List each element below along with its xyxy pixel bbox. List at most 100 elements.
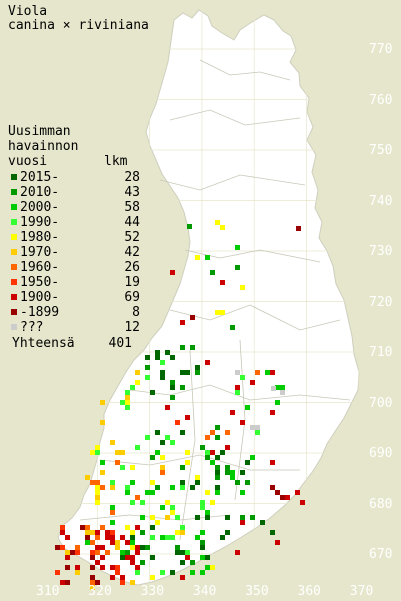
observation-square bbox=[220, 450, 225, 455]
observation-square bbox=[115, 570, 120, 575]
observation-square bbox=[95, 545, 100, 550]
observation-square bbox=[95, 550, 100, 555]
observation-square bbox=[170, 385, 175, 390]
observation-square bbox=[105, 535, 110, 540]
observation-square bbox=[215, 470, 220, 475]
legend-heading-2: havainnon bbox=[8, 139, 79, 154]
observation-square bbox=[210, 270, 215, 275]
observation-square bbox=[110, 510, 115, 515]
observation-square bbox=[215, 455, 220, 460]
x-axis-tick-label: 370 bbox=[349, 584, 374, 599]
observation-square bbox=[90, 530, 95, 535]
observation-square bbox=[155, 485, 160, 490]
observation-square bbox=[135, 570, 140, 575]
observation-square bbox=[100, 470, 105, 475]
observation-square bbox=[195, 535, 200, 540]
observation-square bbox=[230, 325, 235, 330]
observation-square bbox=[240, 375, 245, 380]
y-axis-tick-label: 680 bbox=[369, 496, 393, 512]
observation-square bbox=[80, 525, 85, 530]
observation-square bbox=[140, 560, 145, 565]
observation-square bbox=[187, 224, 192, 229]
observation-square bbox=[100, 555, 105, 560]
observation-square bbox=[160, 360, 165, 365]
observation-square bbox=[155, 450, 160, 455]
observation-square bbox=[120, 580, 125, 585]
observation-square bbox=[115, 540, 120, 545]
legend-swatch bbox=[11, 279, 17, 285]
observation-square bbox=[215, 475, 220, 480]
x-axis-tick-label: 360 bbox=[297, 584, 321, 599]
observation-square bbox=[271, 386, 276, 391]
observation-square bbox=[160, 470, 165, 475]
observation-square bbox=[240, 285, 245, 290]
observation-square bbox=[195, 475, 200, 480]
observation-square bbox=[135, 565, 140, 570]
observation-square bbox=[215, 425, 220, 430]
observation-square bbox=[275, 400, 280, 405]
observation-square bbox=[285, 495, 290, 500]
observation-square bbox=[100, 485, 105, 490]
observation-square bbox=[240, 490, 245, 495]
observation-square bbox=[130, 580, 135, 585]
legend-swatch bbox=[11, 294, 17, 300]
observation-square bbox=[165, 405, 170, 410]
observation-square bbox=[180, 320, 185, 325]
observation-square bbox=[125, 400, 130, 405]
observation-square bbox=[175, 550, 180, 555]
observation-square bbox=[150, 455, 155, 460]
observation-square bbox=[170, 505, 175, 510]
observation-square bbox=[170, 570, 175, 575]
observation-square bbox=[75, 545, 80, 550]
observation-square bbox=[95, 485, 100, 490]
observation-square bbox=[85, 535, 90, 540]
y-axis-tick-label: 710 bbox=[369, 345, 393, 360]
observation-square bbox=[120, 535, 125, 540]
legend-label: 2000- bbox=[20, 200, 60, 215]
legend-row: -1899 8 bbox=[8, 305, 148, 320]
observation-square bbox=[180, 465, 185, 470]
observation-square bbox=[150, 575, 155, 580]
legend-row: 1900- 69 bbox=[8, 290, 148, 305]
observation-square bbox=[215, 435, 220, 440]
observation-square bbox=[185, 370, 190, 375]
observation-square bbox=[110, 485, 115, 490]
observation-square bbox=[190, 485, 195, 490]
observation-square bbox=[105, 550, 110, 555]
observation-square bbox=[165, 500, 170, 505]
observation-square bbox=[150, 480, 155, 485]
observation-square bbox=[120, 550, 125, 555]
observation-square bbox=[180, 385, 185, 390]
observation-square bbox=[110, 575, 115, 580]
observation-square bbox=[195, 480, 200, 485]
observation-square bbox=[205, 490, 210, 495]
observation-square bbox=[185, 460, 190, 465]
observation-square bbox=[90, 575, 95, 580]
observation-square bbox=[65, 580, 70, 585]
observation-square bbox=[100, 420, 105, 425]
observation-square bbox=[60, 525, 65, 530]
observation-square bbox=[130, 545, 135, 550]
observation-square bbox=[110, 440, 115, 445]
observation-square bbox=[205, 515, 210, 520]
observation-square bbox=[245, 460, 250, 465]
observation-square bbox=[295, 490, 300, 495]
observation-square bbox=[95, 530, 100, 535]
observation-square bbox=[150, 555, 155, 560]
legend-swatch bbox=[11, 219, 17, 225]
legend-label: 1950- bbox=[20, 275, 60, 290]
observation-square bbox=[130, 480, 135, 485]
observation-square bbox=[170, 510, 175, 515]
legend-total-label: Yhteensä bbox=[12, 336, 75, 351]
observation-square bbox=[240, 515, 245, 520]
observation-square bbox=[110, 505, 115, 510]
legend-count: 28 bbox=[124, 170, 140, 185]
observation-square bbox=[185, 415, 190, 420]
legend-label: 1900- bbox=[20, 290, 60, 305]
observation-square bbox=[210, 450, 215, 455]
y-axis-tick-label: 730 bbox=[369, 244, 393, 259]
observation-square bbox=[135, 545, 140, 550]
observation-square bbox=[65, 555, 70, 560]
observation-square bbox=[125, 490, 130, 495]
observation-square bbox=[265, 370, 270, 375]
